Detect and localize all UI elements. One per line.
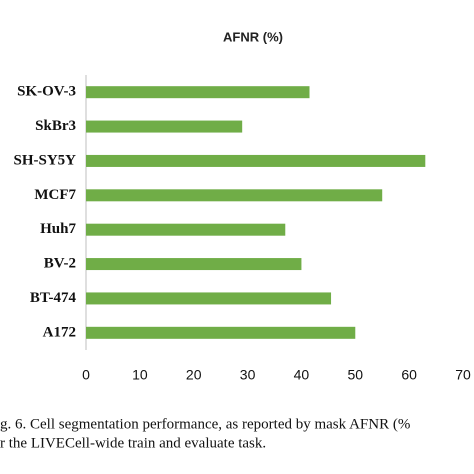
- caption-line: g. 6. Cell segmentation performance, as …: [0, 416, 410, 432]
- y-tick-label: A172: [43, 324, 76, 340]
- bar: [86, 292, 332, 305]
- y-tick-label: MCF7: [34, 187, 76, 203]
- x-tick-label: 40: [294, 367, 310, 383]
- x-tick-label: 60: [401, 367, 417, 383]
- bar: [86, 258, 302, 271]
- y-tick-label: SK-OV-3: [17, 84, 76, 100]
- bar: [86, 223, 286, 236]
- y-tick-label: SH-SY5Y: [13, 152, 76, 168]
- bar: [86, 154, 426, 167]
- bar: [86, 189, 383, 202]
- chart-title: AFNR (%): [223, 29, 283, 44]
- y-tick-label: BT-474: [30, 290, 77, 306]
- caption-line: r the LIVECell-wide train and evaluate t…: [0, 435, 266, 451]
- bar: [86, 120, 243, 133]
- x-tick-label: 50: [347, 367, 363, 383]
- x-tick-label: 0: [82, 367, 90, 383]
- bar: [86, 86, 310, 99]
- y-tick-label: BV-2: [44, 256, 76, 272]
- x-tick-label: 10: [132, 367, 148, 383]
- x-tick-label: 20: [186, 367, 202, 383]
- x-tick-label: 30: [240, 367, 256, 383]
- x-tick-label: 70: [455, 367, 471, 383]
- y-tick-label: Huh7: [40, 221, 76, 237]
- bar: [86, 326, 356, 339]
- y-tick-label: SkBr3: [35, 118, 76, 134]
